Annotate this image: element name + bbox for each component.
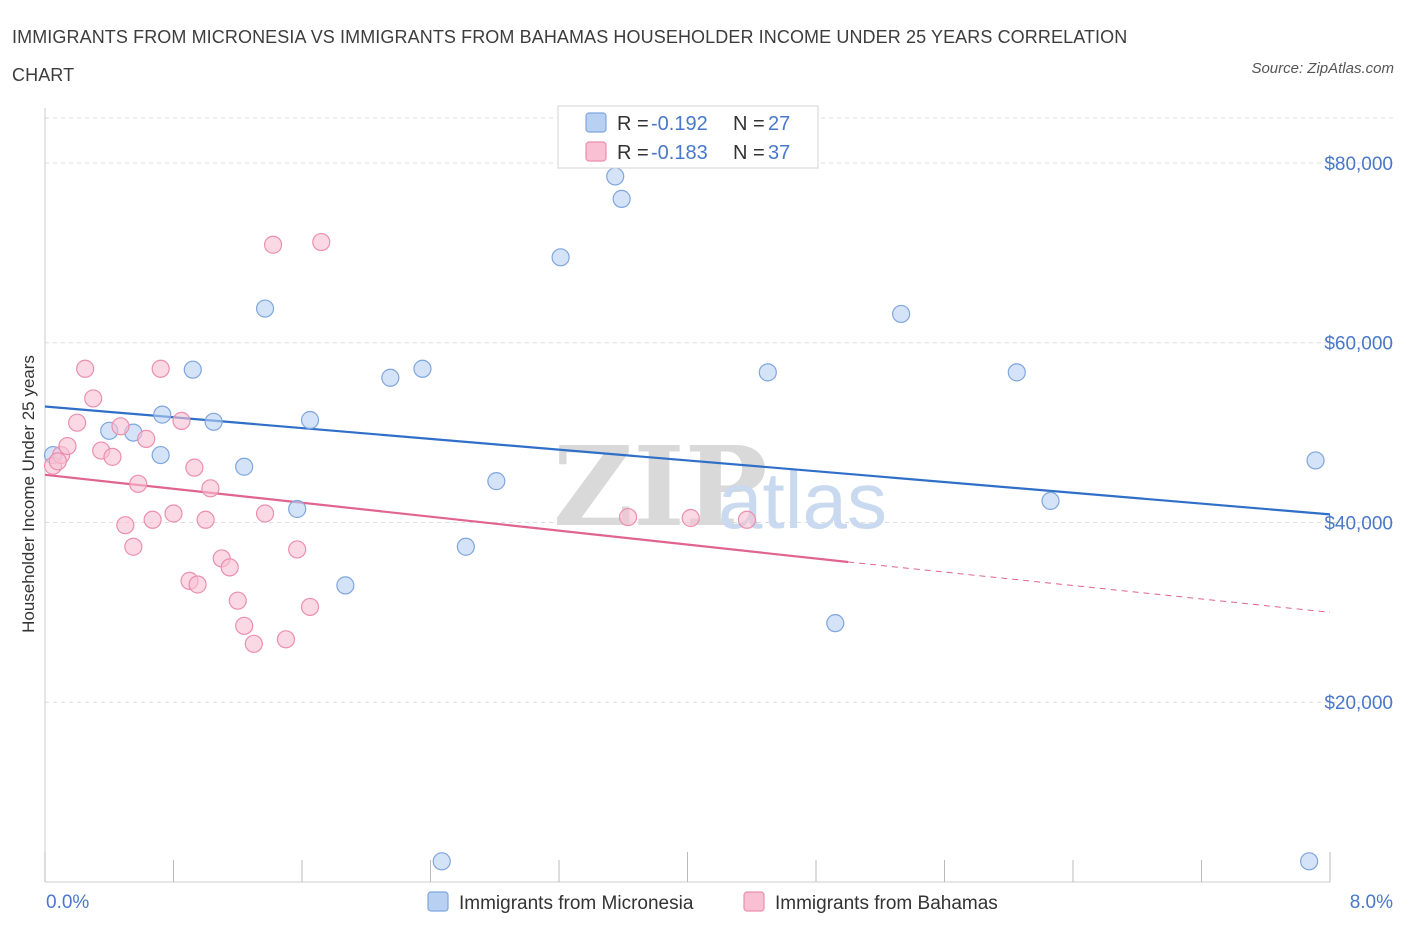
point-micronesia [1041,491,1060,510]
y-axis-label: Householder Income Under 25 years [19,355,38,633]
point-bahamas [288,540,307,559]
axes [44,108,1331,883]
point-bahamas [172,411,191,431]
legend-n-label: N = [733,113,765,135]
legend-n-value: 27 [768,113,790,135]
point-bahamas [185,458,204,477]
point-micronesia [456,537,475,556]
point-bahamas [103,447,122,466]
legend-box: R = -0.192 N = 27 R = -0.183 N = 37 [557,105,819,169]
chart-title: IMMIGRANTS FROM MICRONESIA VS IMMIGRANTS… [12,27,1128,85]
point-micronesia [300,410,320,430]
point-micronesia [255,299,275,318]
point-micronesia [487,472,506,491]
point-bahamas [681,508,700,528]
point-bahamas [737,510,757,529]
bottom-legend-swatch-micronesia [427,891,449,912]
point-micronesia [235,457,254,476]
point-bahamas [116,516,135,535]
point-micronesia [892,304,911,324]
bottom-legend-swatch-bahamas [743,891,765,912]
point-bahamas [129,474,148,493]
trend-lines [44,405,1331,613]
x-tick-label: 8.0% [1350,892,1393,913]
y-tick-labels: $20,000 $40,000 $60,000 $80,000 [1324,154,1393,714]
point-bahamas [220,558,239,577]
y-tick-label: $20,000 [1324,693,1393,714]
point-micronesia [1300,852,1319,871]
x-tick-label: 0.0% [46,892,89,913]
point-micronesia [381,368,400,387]
trend-line-bahamas-extension [848,561,1331,613]
legend-n-value: 37 [768,142,790,164]
watermark-zip: ZIP [553,422,767,551]
point-bahamas [201,479,220,498]
point-bahamas [255,504,275,523]
point-bahamas [235,616,254,635]
bottom-legend: Immigrants from Micronesia Immigrants fr… [427,891,998,914]
point-micronesia [288,499,307,519]
watermark: ZIP atlas [553,422,887,551]
gridlines [45,117,1395,703]
point-micronesia [153,405,172,424]
point-bahamas [111,417,130,436]
point-bahamas [76,359,95,378]
legend-r-label: R = [617,142,649,164]
point-bahamas [196,510,215,529]
point-micronesia [432,852,451,871]
point-micronesia [204,412,223,431]
bottom-legend-label-micronesia: Immigrants from Micronesia [459,893,694,914]
point-bahamas [124,537,143,556]
legend-r-value: -0.183 [651,142,708,164]
point-micronesia [1306,451,1325,470]
point-bahamas [312,232,331,252]
point-micronesia [183,360,202,379]
point-bahamas [618,507,638,527]
point-micronesia [151,445,170,465]
point-micronesia [758,363,777,382]
point-bahamas [263,235,283,254]
point-micronesia [336,576,355,595]
point-bahamas [188,575,207,594]
point-bahamas [58,436,77,456]
point-bahamas [84,389,103,408]
point-micronesia [413,359,432,378]
y-tick-label: $60,000 [1324,334,1393,355]
point-bahamas [228,591,247,610]
legend-n-label: N = [733,142,765,164]
legend-swatch-bahamas [585,141,607,162]
legend-r-value: -0.192 [651,113,708,135]
y-tick-label: $40,000 [1324,513,1393,534]
point-micronesia [606,167,625,186]
data-points [43,167,1325,871]
x-tick-labels: 0.0% 8.0% [46,892,1393,913]
point-bahamas [244,634,263,653]
legend-swatch-micronesia [585,112,607,133]
bottom-legend-label-bahamas: Immigrants from Bahamas [775,893,998,914]
y-tick-label: $80,000 [1324,154,1393,175]
trend-line-micronesia [44,405,1331,516]
point-bahamas [164,504,183,523]
trend-line-bahamas [44,473,849,564]
chart-source: Source: ZipAtlas.com [1251,60,1394,77]
point-micronesia [826,614,845,633]
point-bahamas [151,359,170,378]
point-bahamas [48,452,67,471]
point-micronesia [612,189,631,208]
point-micronesia [551,248,570,267]
point-bahamas [137,429,156,448]
point-bahamas [68,413,87,432]
point-bahamas [276,630,296,649]
point-micronesia [1007,363,1026,382]
legend-r-label: R = [617,113,649,135]
point-bahamas [143,510,162,529]
point-bahamas [300,597,320,617]
